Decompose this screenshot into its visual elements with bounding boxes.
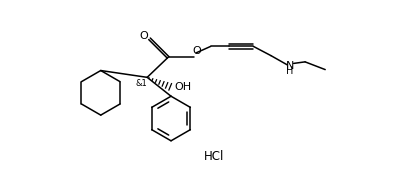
Text: O: O	[139, 30, 148, 41]
Text: H: H	[286, 66, 294, 75]
Text: OH: OH	[174, 82, 191, 92]
Text: &1: &1	[136, 79, 147, 88]
Text: N: N	[286, 61, 294, 71]
Text: O: O	[192, 46, 201, 56]
Text: HCl: HCl	[204, 150, 224, 163]
